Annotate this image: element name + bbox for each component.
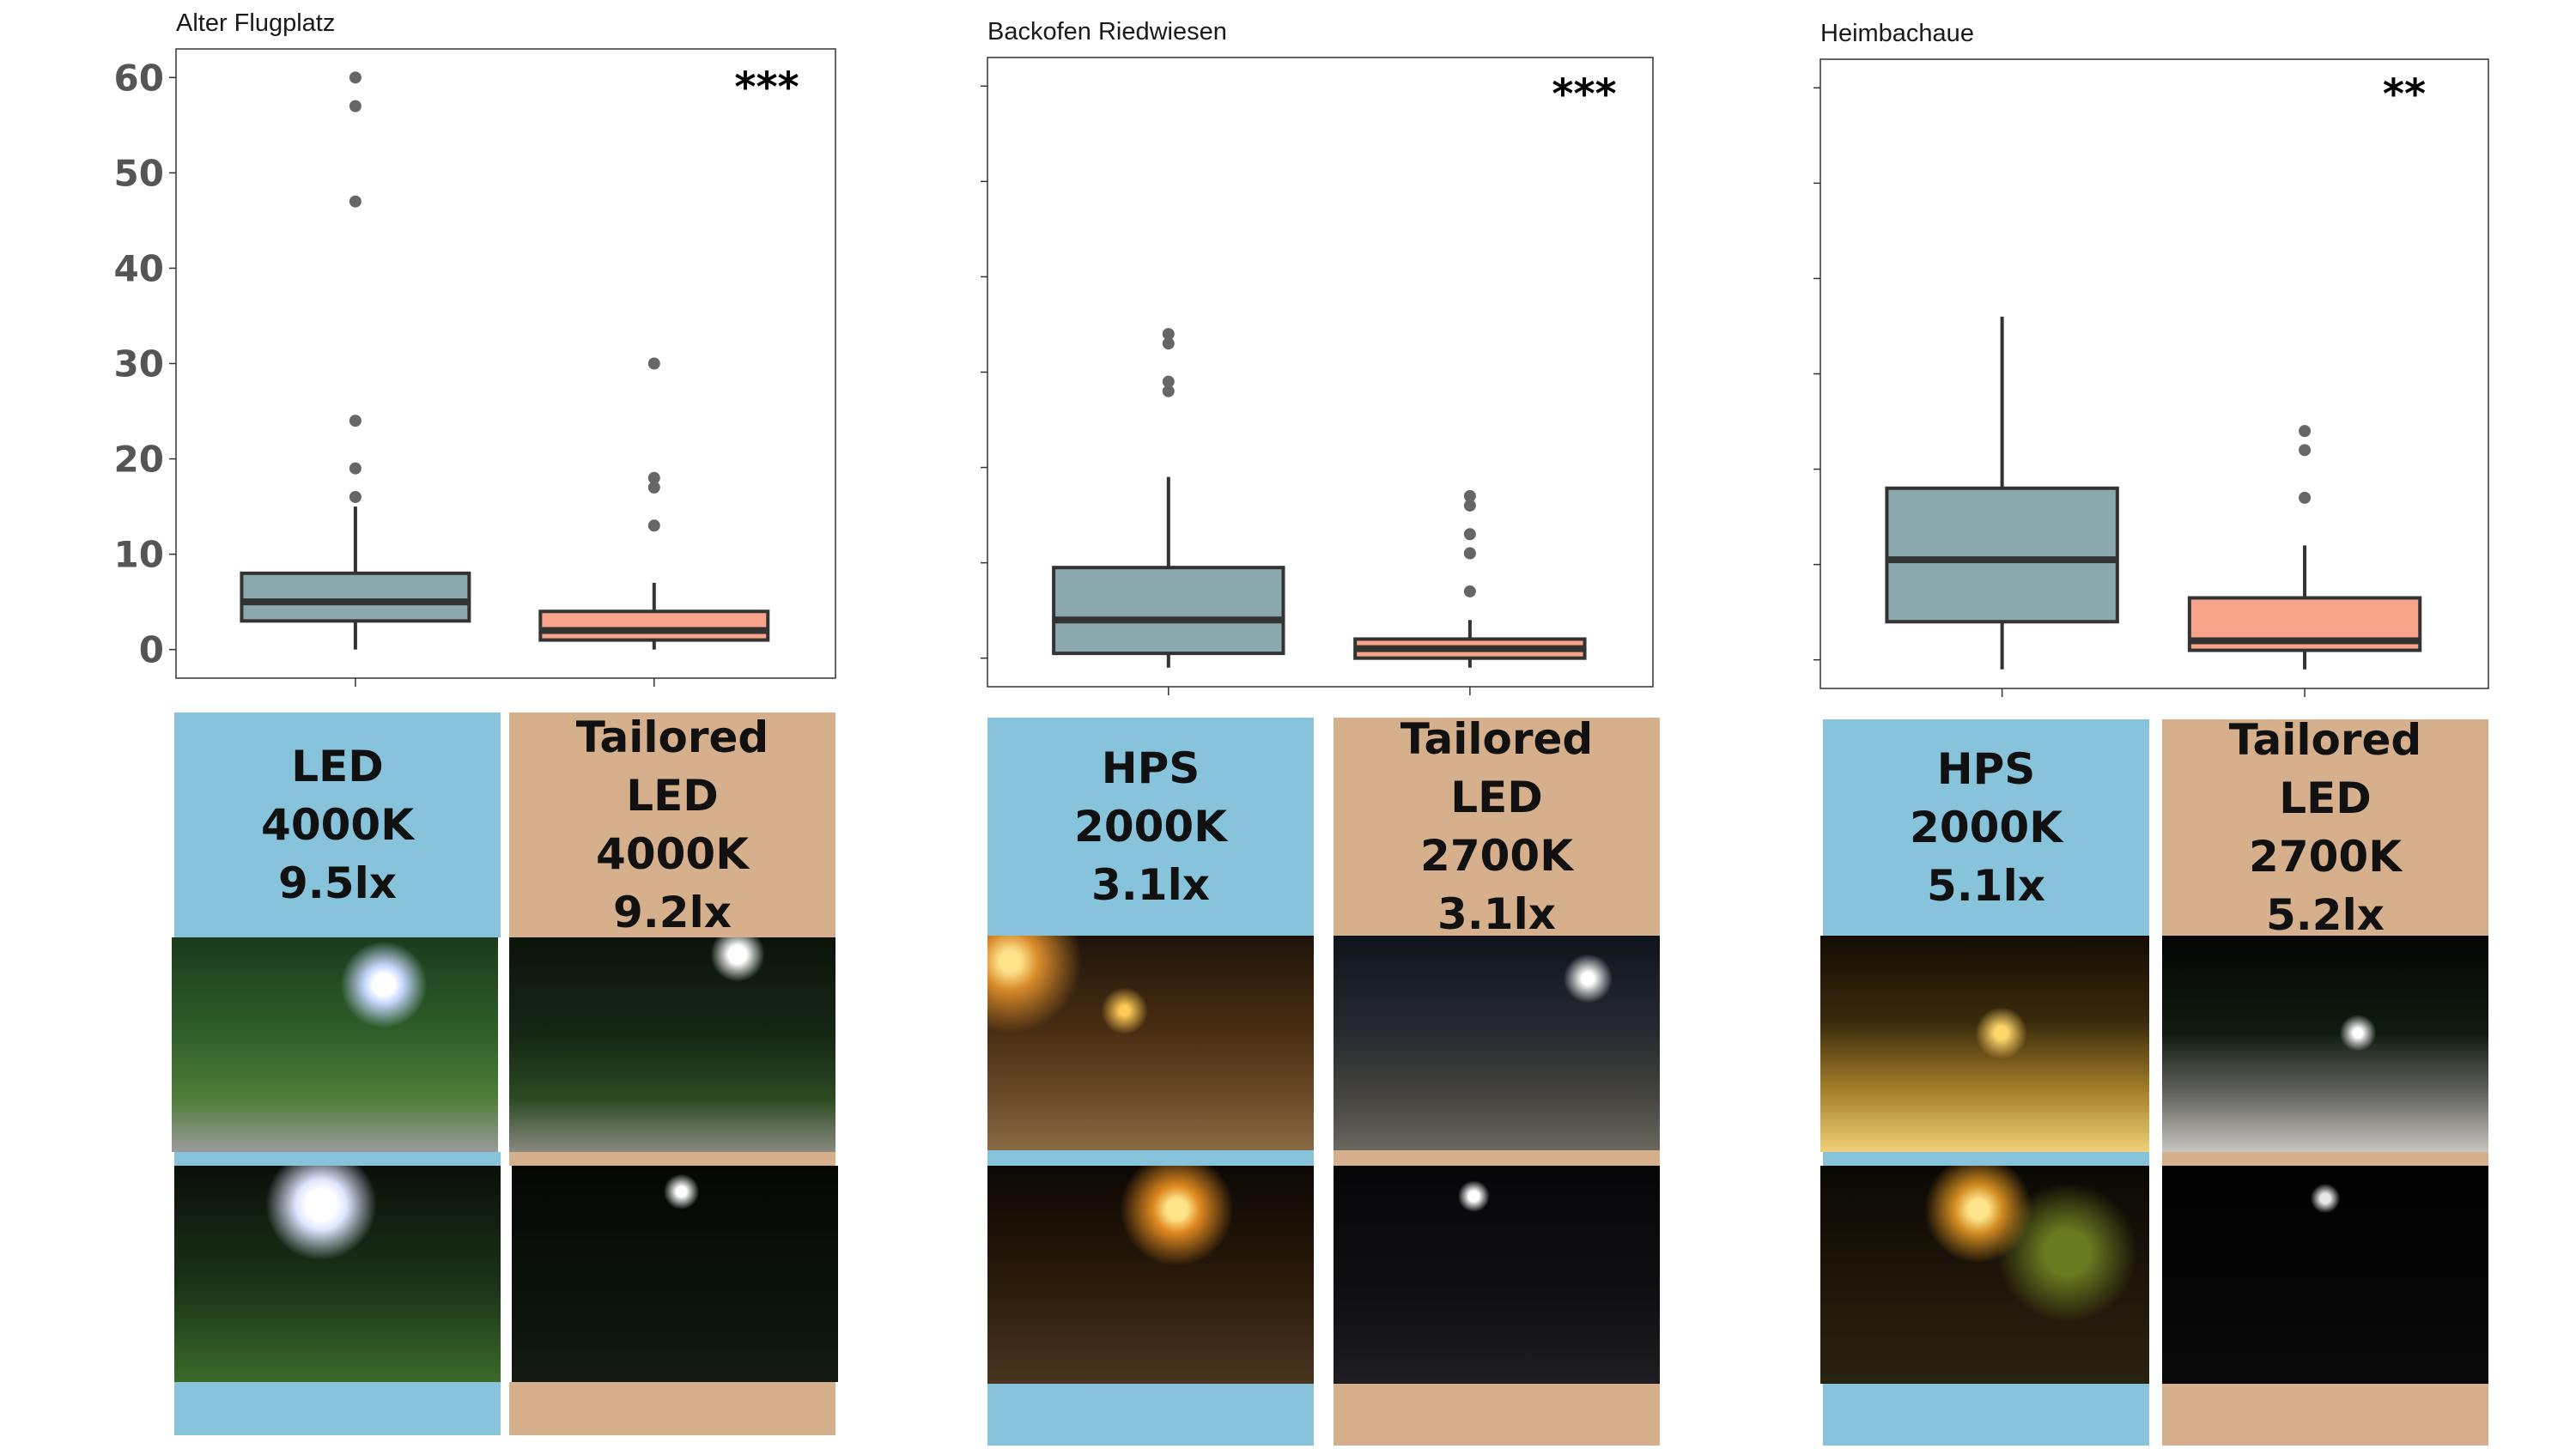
outlier-point [2299, 491, 2312, 504]
photo-tailored-led-path-night [509, 937, 835, 1152]
outlier-point [647, 357, 660, 370]
strip-blue-3 [987, 1150, 1314, 1166]
significance-marker: *** [734, 64, 799, 112]
photo-led-path-night [172, 937, 498, 1152]
strip-blue-1 [174, 1152, 501, 1166]
outlier-point [349, 100, 361, 112]
panel-title: Heimbachaue [1820, 20, 1974, 47]
label-hps-2000k-backofen: HPS 2000K 3.1lx [987, 718, 1314, 936]
strip-blue-6 [1823, 1384, 2149, 1446]
label-tailored-led-2700k-heimbachaue: Tailored LED 2700K 5.2lx [2162, 715, 2488, 940]
strip-tan-2 [509, 1382, 835, 1435]
label-hps-2000k-heimbachaue: HPS 2000K 5.1lx [1823, 719, 2149, 936]
outlier-point [1463, 585, 1476, 597]
strip-tan-6 [2162, 1384, 2488, 1446]
outlier-point [1463, 547, 1476, 560]
box-iqr [1885, 486, 2119, 624]
photo-hps-lamp-closeup-2 [1820, 1166, 2149, 1384]
y-tick-label: 30 [114, 343, 164, 385]
photo-hps-street-night [987, 936, 1314, 1150]
y-tick-label: 40 [114, 247, 164, 289]
photo-tailored-led-lamp-closeup-2 [1334, 1166, 1660, 1384]
outlier-point [2299, 425, 2312, 438]
panel-alter-flugplatz: Alter Flugplatz 0 10 20 30 40 50 60 *** [114, 9, 836, 687]
y-tick-label: 60 [114, 57, 164, 99]
box-iqr [538, 609, 770, 642]
outlier-point [349, 415, 361, 427]
outlier-point [647, 471, 660, 484]
label-tailored-led-2700k-backofen: Tailored LED 2700K 3.1lx [1334, 714, 1660, 939]
panel-title: Alter Flugplatz [176, 9, 335, 37]
strip-blue-4 [987, 1384, 1314, 1446]
outlier-point [647, 519, 660, 532]
boxplot-figure: Alter Flugplatz 0 10 20 30 40 50 60 *** Backofen… [114, 9, 2489, 697]
photo-tailored-led-lamp-closeup-3 [2162, 1166, 2488, 1384]
label-tailored-led-4000k: Tailored LED 4000K 9.2lx [509, 712, 835, 937]
outlier-point [1463, 499, 1476, 512]
y-tick-label: 10 [114, 534, 164, 576]
outlier-point [647, 481, 660, 494]
photo-tailored-led-street-night [1334, 936, 1660, 1150]
y-tick-label: 50 [114, 152, 164, 194]
box-iqr [1052, 566, 1285, 656]
outlier-point [1162, 337, 1175, 350]
outlier-point [349, 195, 361, 208]
outlier-point [349, 71, 361, 84]
panel-backofen-riedwiesen: Backofen Riedwiesen *** [981, 18, 1654, 695]
outlier-point [1162, 375, 1175, 388]
photo-hps-lamp-closeup [987, 1166, 1314, 1384]
photo-tailored-led-lamp-closeup [512, 1166, 838, 1382]
strip-tan-3 [1334, 1150, 1660, 1166]
significance-marker: *** [1552, 70, 1616, 118]
y-tick-label: 20 [114, 439, 164, 481]
outlier-point [349, 462, 361, 475]
box-iqr [240, 571, 471, 623]
strip-tan-4 [1334, 1384, 1660, 1446]
photo-tailored-led-road-night [2162, 936, 2488, 1152]
outlier-point [1463, 489, 1476, 502]
strip-blue-2 [174, 1382, 501, 1435]
label-led-4000k: LED 4000K 9.5lx [174, 712, 501, 937]
strip-tan-1 [509, 1152, 835, 1166]
panel-title: Backofen Riedwiesen [987, 18, 1227, 45]
outlier-point [1162, 328, 1175, 341]
significance-marker: ** [2383, 70, 2426, 118]
outlier-point [2299, 444, 2312, 457]
strip-blue-5 [1823, 1152, 2149, 1166]
photo-hps-road-night [1820, 936, 2149, 1152]
y-tick-label: 0 [139, 629, 164, 671]
panel-heimbachaue: Heimbachaue ** [1814, 20, 2489, 697]
outlier-point [1463, 528, 1476, 541]
photo-led-lamp-closeup [174, 1166, 501, 1382]
strip-tan-5 [2162, 1152, 2488, 1166]
outlier-point [1162, 385, 1175, 397]
outlier-point [349, 490, 361, 503]
